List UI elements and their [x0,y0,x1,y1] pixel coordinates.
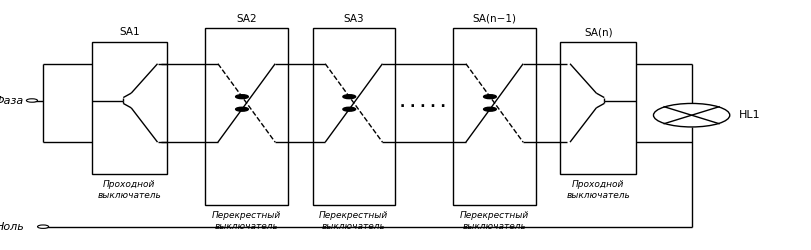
Text: SA(n−1): SA(n−1) [473,14,517,24]
Circle shape [654,104,730,127]
Text: Перекрестный
выключатель: Перекрестный выключатель [212,211,281,231]
Circle shape [343,95,355,99]
Text: SA(n): SA(n) [584,27,612,37]
Circle shape [343,107,355,111]
Text: Проходной
выключатель: Проходной выключатель [97,180,161,200]
Bar [205,28,288,204]
Text: SA3: SA3 [344,14,364,24]
Circle shape [236,107,248,111]
Text: Ноль: Ноль [0,222,24,232]
Text: SA2: SA2 [236,14,257,24]
Text: . . . . .: . . . . . [400,96,446,110]
Circle shape [37,225,49,228]
Bar [453,28,536,204]
Text: SA1: SA1 [119,27,139,37]
Text: Фаза: Фаза [0,96,24,106]
Circle shape [236,95,248,99]
Circle shape [27,99,37,102]
Bar [560,42,636,174]
Bar [92,42,167,174]
Text: Проходной
выключатель: Проходной выключатель [566,180,630,200]
Text: Перекрестный
выключатель: Перекрестный выключатель [460,211,529,231]
Circle shape [483,107,496,111]
Text: Перекрестный
выключатель: Перекрестный выключатель [320,211,388,231]
Text: HL1: HL1 [740,110,761,120]
Circle shape [483,95,496,99]
Bar [312,28,395,204]
